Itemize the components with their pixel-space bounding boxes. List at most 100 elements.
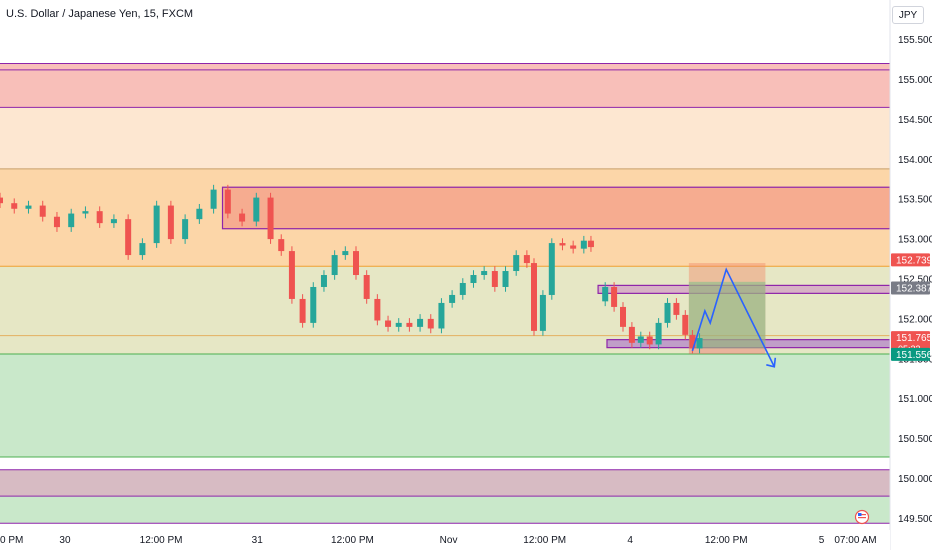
flag-icon-stripe-2 [858,517,866,519]
candle-51 [602,282,609,307]
candle-body-20 [278,239,285,252]
candle-9 [125,214,132,260]
candle-16 [224,184,231,219]
candle-34 [427,314,434,334]
candle-body-28 [363,275,370,299]
candle-body-39 [481,271,488,276]
projection-arrow-head [766,357,777,368]
candle-body-38 [470,275,477,283]
candle-50 [587,235,594,252]
candle-14 [196,203,203,224]
candle-body-8 [110,219,117,224]
zone-6 [0,469,890,497]
x-tick-label-10: 07:00 AM [834,535,876,546]
y-tick-label-3: 151.000 [898,394,932,405]
candle-body-0 [0,197,3,204]
candle-19 [267,192,274,244]
candle-body-10 [139,243,146,256]
candle-22 [299,294,306,328]
candle-49 [580,235,587,254]
candle-body-53 [620,306,626,327]
candle-0 [0,192,3,208]
candle-body-45 [539,294,546,331]
candle-1 [11,198,18,214]
candle-body-58 [664,302,671,323]
candle-body-51 [602,286,609,302]
zone-1 [0,107,890,169]
candle-8 [110,214,117,228]
x-tick-label-6: 12:00 PM [523,535,566,546]
candle-2 [25,200,32,214]
y-tick-label-12: 155.500 [898,35,932,46]
candle-body-18 [253,197,260,222]
candle-body-36 [449,294,456,303]
flag-icon [854,509,870,525]
position-stop-area [688,348,766,355]
price-tag-label-2: 151.765 [896,333,932,344]
candle-3 [39,200,46,222]
candle-body-21 [288,251,295,299]
price-tag-3: 151.556 [891,347,932,361]
candle-body-24 [320,275,327,287]
candle-body-15 [210,189,217,209]
candle-body-34 [427,318,434,329]
candle-13 [182,214,189,244]
currency-button[interactable]: JPY [892,6,924,24]
candle-body-26 [342,251,349,256]
y-tick-label-6: 152.500 [898,275,932,286]
candle-38 [470,270,477,288]
candle-28 [363,270,370,304]
candle-body-44 [531,263,537,331]
candle-body-23 [310,286,317,323]
candle-59 [673,298,680,320]
x-tick-label-3: 31 [252,535,264,546]
flag-icon-stripe-1 [858,514,866,516]
candle-41 [502,266,509,292]
candle-42 [513,250,520,276]
candle-body-29 [374,298,381,321]
candle-body-47 [559,243,566,246]
candle-21 [288,246,295,304]
candle-44 [531,258,537,336]
candle-body-56 [646,336,653,345]
flag-icon-canton [858,513,862,516]
candle-body-13 [182,219,189,240]
candle-5 [68,208,75,232]
candle-body-50 [587,240,594,248]
candle-body-9 [125,219,132,256]
candle-27 [353,246,359,280]
candle-25 [331,250,338,280]
candle-body-57 [655,322,662,345]
candle-body-55 [637,336,644,343]
candle-body-43 [523,255,530,264]
candle-20 [278,234,285,256]
candle-body-16 [224,189,231,214]
zone-box-0 [221,186,891,230]
candle-36 [449,290,456,308]
candle-37 [459,278,466,300]
candle-26 [342,246,349,260]
y-tick-label-9: 154.000 [898,155,932,166]
candle-body-62 [696,338,703,349]
candle-body-30 [385,320,392,327]
candle-53 [620,302,626,332]
candle-54 [628,322,635,348]
y-tick-label-5: 152.000 [898,314,932,325]
time-axis-bg [0,530,890,550]
candle-7 [96,206,103,228]
candle-52 [611,282,618,312]
candle-body-41 [502,271,509,287]
candle-body-33 [417,318,424,327]
candle-body-48 [570,245,577,249]
price-tag-bg-0 [891,253,930,267]
candle-55 [637,331,644,348]
candle-31 [395,318,402,332]
candle-body-5 [68,213,75,228]
candle-62 [696,333,703,354]
symbol-title[interactable]: U.S. Dollar / Japanese Yen, 15, FXCM [6,8,194,20]
candle-body-54 [628,326,635,343]
price-tag-0: 152.739 [891,253,932,267]
price-axis-bg [890,0,932,550]
